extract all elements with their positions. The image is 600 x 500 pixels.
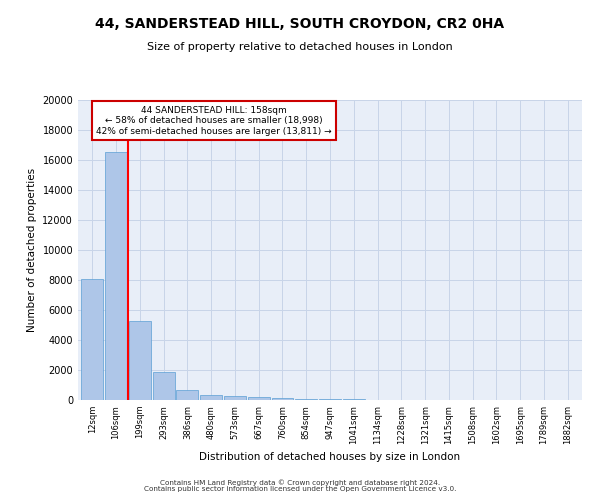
Bar xyxy=(129,320,151,400)
Bar xyxy=(200,395,222,400)
Bar xyxy=(295,398,317,400)
Bar xyxy=(272,398,293,400)
Bar xyxy=(176,390,198,400)
X-axis label: Distribution of detached houses by size in London: Distribution of detached houses by size … xyxy=(199,452,461,462)
Bar xyxy=(105,152,127,400)
Text: Size of property relative to detached houses in London: Size of property relative to detached ho… xyxy=(147,42,453,52)
Text: 44 SANDERSTEAD HILL: 158sqm
← 58% of detached houses are smaller (18,998)
42% of: 44 SANDERSTEAD HILL: 158sqm ← 58% of det… xyxy=(96,106,332,136)
Bar xyxy=(248,397,269,400)
Text: Contains HM Land Registry data © Crown copyright and database right 2024.
Contai: Contains HM Land Registry data © Crown c… xyxy=(144,479,456,492)
Text: 44, SANDERSTEAD HILL, SOUTH CROYDON, CR2 0HA: 44, SANDERSTEAD HILL, SOUTH CROYDON, CR2… xyxy=(95,18,505,32)
Bar xyxy=(152,372,175,400)
Bar xyxy=(319,399,341,400)
Bar xyxy=(82,278,103,400)
Bar xyxy=(224,396,246,400)
Y-axis label: Number of detached properties: Number of detached properties xyxy=(27,168,37,332)
